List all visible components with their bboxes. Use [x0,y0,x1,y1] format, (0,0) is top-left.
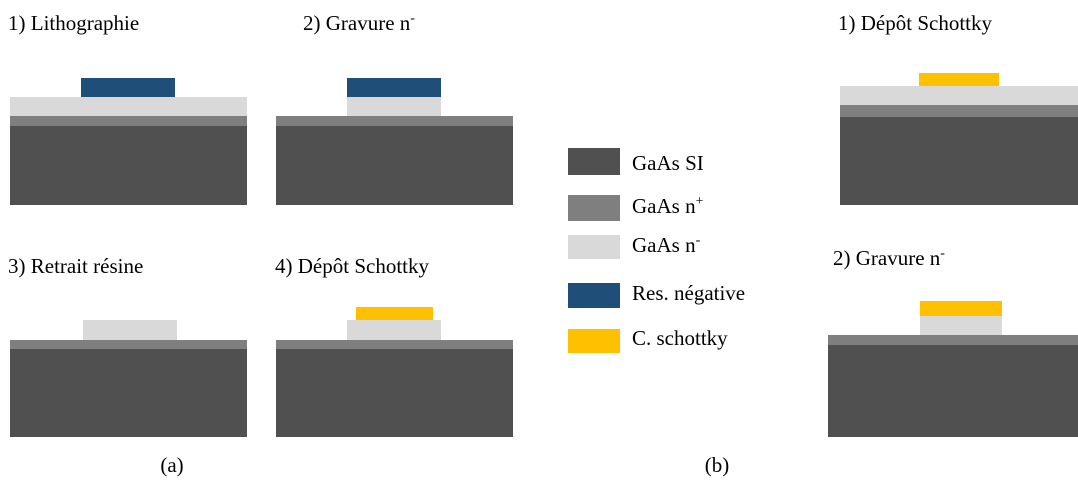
label: 1) Dépôt Schottky [838,11,992,35]
label-text: 1) Dépôt Schottky [838,11,992,35]
substrate [10,349,247,437]
label-text: Res. négative [632,281,745,305]
label: 2) Gravure n- [303,11,415,35]
n-minus-layer [10,97,247,116]
label: C. schottky [632,326,728,350]
schottky-contact [919,73,999,86]
label-sup: - [696,233,701,248]
n-minus-layer [840,86,1078,105]
legend-swatch [568,283,620,308]
legend-swatch [568,148,620,175]
resist [347,78,441,97]
n-plus-layer [276,116,513,126]
n-plus-layer [10,340,247,349]
label: 1) Lithographie [8,11,139,35]
schottky-contact [356,307,433,320]
substrate [828,345,1078,437]
n-minus-layer [347,97,441,116]
label: GaAs n- [632,233,701,257]
legend-swatch [568,195,620,221]
substrate [840,117,1078,205]
label: 4) Dépôt Schottky [275,254,429,278]
substrate [276,126,513,205]
caption: (b) [705,453,730,477]
substrate [10,126,247,205]
label-text: GaAs n [632,233,696,257]
n-minus-layer [347,320,441,340]
label: Res. négative [632,281,745,305]
label-sup: - [410,11,415,26]
label-text: 4) Dépôt Schottky [275,254,429,278]
n-minus-layer [920,316,1002,335]
label-sup: - [940,246,945,261]
n-plus-layer [840,105,1078,117]
label: GaAs n+ [632,194,704,218]
label-sup: + [696,194,704,209]
substrate [276,349,513,437]
label-text: GaAs SI [632,151,704,175]
n-plus-layer [276,340,513,349]
caption: (a) [160,453,183,477]
n-plus-layer [10,116,247,126]
label: 3) Retrait résine [8,254,143,278]
n-plus-layer [828,335,1078,345]
label: 2) Gravure n- [833,246,945,270]
resist [81,78,175,97]
label-text: 2) Gravure n [303,11,411,35]
schottky-contact [920,301,1002,316]
label-text: C. schottky [632,326,728,350]
n-minus-layer [83,320,177,340]
label-text: 2) Gravure n [833,246,941,270]
legend-swatch [568,329,620,353]
legend-swatch [568,235,620,259]
label-text: 3) Retrait résine [8,254,143,278]
label-text: 1) Lithographie [8,11,139,35]
label-text: GaAs n [632,194,696,218]
label: GaAs SI [632,151,704,175]
